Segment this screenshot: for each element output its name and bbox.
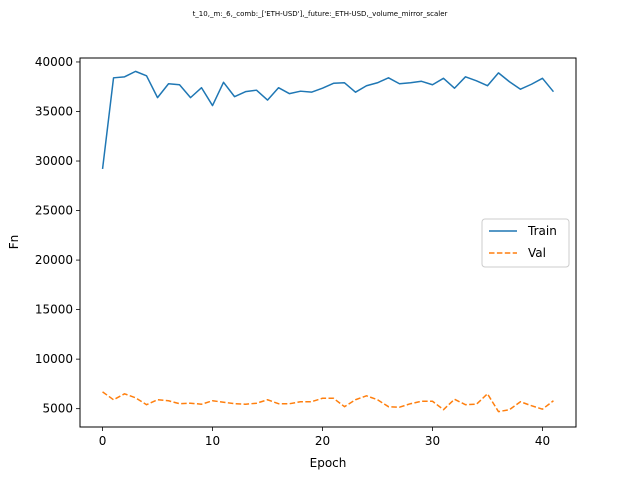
y-tick-label: 15000: [35, 303, 73, 317]
series-line-train: [101, 70, 555, 170]
y-tick-label: 10000: [35, 352, 73, 366]
plot-lines: [101, 70, 555, 413]
y-tick-label: 40000: [35, 55, 73, 69]
y-tick-label: 25000: [35, 204, 73, 218]
legend-train-label: Train: [527, 224, 557, 238]
x-axis-label: Epoch: [310, 456, 347, 470]
x-tick-label: 0: [99, 434, 107, 448]
x-tick-label: 20: [315, 434, 330, 448]
y-axis: 5000 10000 15000 20000 25000 30000 35000 40000: [35, 55, 80, 416]
x-tick-label: 40: [535, 434, 550, 448]
y-tick-label: 35000: [35, 104, 73, 118]
legend: Train Val: [481, 218, 570, 268]
x-tick-label: 10: [205, 434, 220, 448]
y-axis-label: Fn: [7, 235, 21, 250]
y-tick-label: 5000: [42, 402, 73, 416]
x-axis: 0 10 20 30 40: [99, 427, 550, 448]
plot-frame: [79, 57, 577, 428]
series-line-val: [102, 391, 554, 413]
x-tick-label: 30: [425, 434, 440, 448]
y-tick-label: 30000: [35, 154, 73, 168]
y-tick-label: 20000: [35, 253, 73, 267]
legend-val-label: Val: [528, 246, 546, 260]
chart-title: t_10,_m:_6,_comb:_['ETH-USD'],_future:_E…: [193, 10, 448, 18]
